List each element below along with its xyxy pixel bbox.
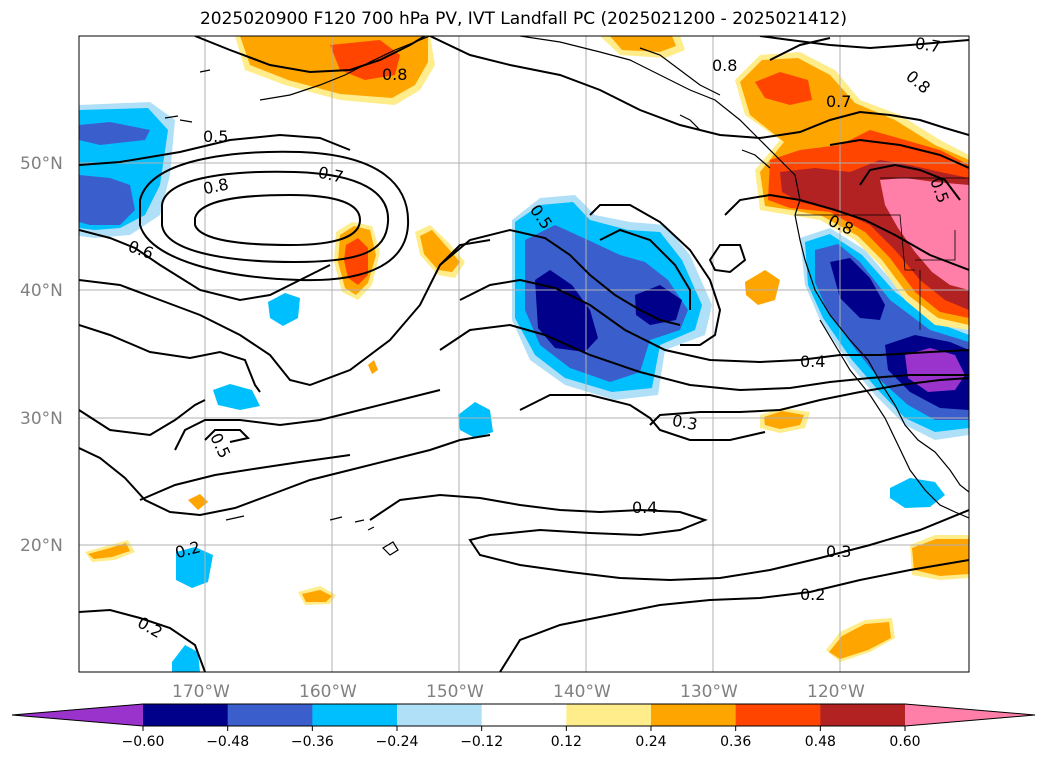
contour-label: 0.4	[632, 498, 657, 517]
negative-anomaly-region	[79, 122, 150, 145]
longitude-label: 160°W	[299, 682, 357, 702]
positive-anomaly-region	[420, 230, 460, 272]
latitude-label: 40°N	[20, 281, 63, 301]
longitude-label: 120°W	[807, 682, 865, 702]
colorbar-tick-label: −0.36	[291, 734, 334, 750]
negative-anomaly-region	[890, 478, 945, 508]
negative-anomaly-region	[176, 547, 213, 588]
positive-anomaly-region	[302, 590, 332, 602]
colorbar-bins	[11, 703, 1036, 727]
positive-anomaly-region	[745, 270, 780, 305]
contour-label: 0.3	[826, 542, 851, 561]
colorbar-tick-label: 0.48	[805, 734, 836, 750]
latitude-label: 30°N	[20, 409, 63, 429]
colorbar-tick-label: −0.12	[460, 734, 503, 750]
negative-anomaly-region	[172, 645, 200, 672]
positive-anomaly-region	[610, 36, 676, 52]
colorbar-bin	[227, 704, 313, 726]
longitude-label: 150°W	[426, 682, 484, 702]
colorbar-bin	[566, 704, 652, 726]
colorbar-tick-label: −0.60	[122, 734, 165, 750]
colorbar-labels: −0.60 −0.48 −0.36 −0.24 −0.12 0.12 0.24 0.36 0.4…	[122, 734, 921, 750]
colorbar-bin	[481, 704, 567, 726]
colorbar-tick-label: 0.36	[720, 734, 751, 750]
contour-label: 0.7	[914, 33, 942, 56]
region-borders	[795, 177, 969, 330]
colorbar-bin	[820, 704, 906, 726]
colorbar-extend-min	[12, 704, 143, 726]
colorbar-bin	[735, 704, 821, 726]
positive-anomaly-region	[188, 494, 208, 510]
contour-label: 0.8	[382, 65, 407, 84]
colorbar-tick-label: 0.24	[635, 734, 666, 750]
colorbar-extend-max	[905, 704, 1035, 726]
colorbar-tick-label: 0.60	[889, 734, 920, 750]
positive-anomaly-region	[829, 622, 891, 659]
negative-anomaly-region	[635, 285, 682, 325]
contour-label: 0.2	[800, 585, 825, 604]
contour-label: 0.8	[201, 174, 230, 198]
colorbar-bin	[397, 704, 483, 726]
contour-label: 0.8	[712, 56, 737, 75]
longitude-label: 140°W	[553, 682, 611, 702]
positive-anomaly-region	[764, 411, 804, 429]
contour-label: 0.7	[316, 163, 345, 187]
negative-anomaly-region	[268, 293, 300, 326]
colorbar-bin	[312, 704, 398, 726]
map-panel: 0.5 0.8 0.7 0.6 0.8 0.7 0.8 0.5 0.8 0.4 …	[79, 33, 969, 672]
contour-label: 0.4	[800, 352, 825, 371]
contour-label: 0.7	[826, 92, 851, 111]
latitude-labels: 50°N 40°N 30°N 20°N	[20, 154, 63, 556]
latitude-label: 20°N	[20, 536, 63, 556]
contour-label: 0.3	[671, 411, 699, 434]
colorbar-tick-label: −0.48	[206, 734, 249, 750]
colorbar-ticks	[142, 726, 906, 731]
negative-anomaly-region	[905, 348, 965, 392]
longitude-label: 130°W	[680, 682, 738, 702]
negative-anomaly-region	[213, 384, 260, 410]
latitude-label: 50°N	[20, 154, 63, 174]
negative-anomaly-region	[830, 258, 885, 320]
map-title: 2025020900 F120 700 hPa PV, IVT Landfall…	[199, 9, 847, 29]
longitude-labels: 170°W 160°W 150°W 140°W 130°W 120°W	[172, 682, 865, 702]
positive-anomaly-region	[755, 72, 812, 105]
colorbar-tick-label: 0.12	[551, 734, 582, 750]
colorbar-bin	[143, 704, 229, 726]
negative-anomaly-region	[79, 175, 135, 225]
map-frame	[78, 35, 970, 673]
positive-anomaly-region	[88, 543, 130, 559]
pv-contours	[79, 36, 969, 672]
colorbar: −0.60 −0.48 −0.36 −0.24 −0.12 0.12 0.24 0.36 0.4…	[11, 703, 1036, 750]
contour-label: 0.5	[203, 127, 228, 146]
colorbar-bin	[651, 704, 737, 726]
positive-anomaly-region	[368, 360, 378, 374]
negative-anomaly-region	[458, 402, 493, 438]
colorbar-tick-label: −0.24	[376, 734, 419, 750]
longitude-label: 170°W	[172, 682, 230, 702]
